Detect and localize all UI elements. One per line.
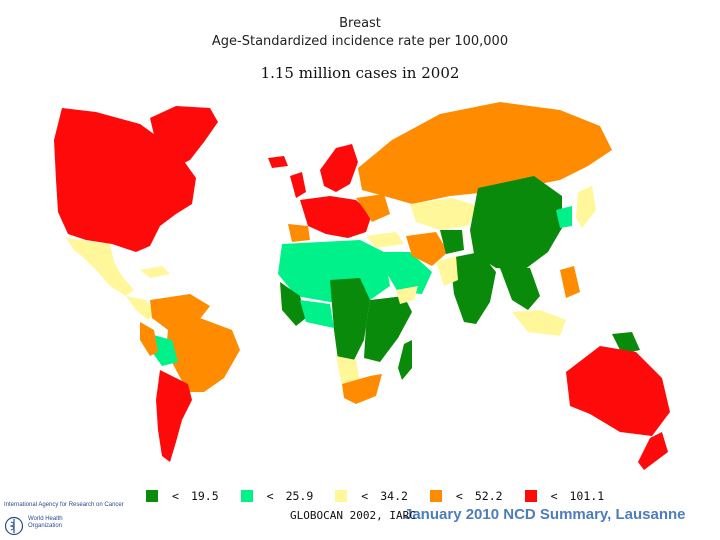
region-uk	[290, 172, 306, 198]
region-iceland	[268, 156, 288, 168]
region-pakistan	[436, 256, 458, 286]
region-western-europe	[300, 196, 372, 238]
region-bolivia	[150, 334, 178, 366]
legend-swatch	[524, 490, 537, 502]
region-mexico	[66, 238, 134, 296]
region-india	[450, 252, 496, 324]
event-banner: January 2010 NCD Summary, Lausanne	[404, 506, 686, 523]
cases-caption: 1.15 million cases in 2002	[260, 64, 460, 82]
who-logo-text: World Health Organization	[28, 516, 63, 529]
region-korea	[556, 206, 572, 228]
legend-item: < 34.2	[335, 489, 408, 503]
region-new-zealand	[638, 432, 668, 470]
legend-symbol: <	[172, 489, 179, 503]
region-australia	[566, 346, 670, 436]
legend-swatch	[429, 490, 442, 502]
region-japan	[576, 186, 596, 228]
legend-symbol: <	[550, 489, 558, 503]
region-scandinavia	[320, 144, 358, 192]
region-kazakhstan	[410, 198, 478, 230]
legend-item: < 52.2	[429, 489, 503, 503]
region-iberia	[288, 224, 310, 242]
map-title: Breast	[339, 16, 381, 31]
region-png	[612, 332, 640, 354]
legend-item: < 25.9	[240, 489, 314, 503]
map-subtitle: Age-Standardized incidence rate per 100,…	[211, 34, 509, 49]
region-china	[470, 176, 562, 270]
legend-item: < 101.1	[524, 489, 605, 503]
region-west-africa	[280, 282, 306, 326]
region-north-america	[54, 108, 196, 252]
region-horn-africa	[396, 286, 418, 304]
region-central-africa	[330, 278, 370, 364]
region-eastern-europe	[356, 194, 390, 222]
region-east-africa	[364, 296, 412, 362]
legend-value: 34.2	[380, 489, 408, 503]
legend-swatch	[240, 490, 253, 502]
region-cuba	[140, 266, 170, 278]
who-emblem-icon	[4, 516, 24, 536]
legend-value: 101.1	[569, 489, 605, 503]
region-southeast-asia	[500, 268, 540, 310]
data-source: GLOBOCAN 2002, IARC	[290, 509, 416, 522]
region-russia	[358, 102, 612, 204]
map-legend: < 19.5 < 25.9 < 34.2 < 52.2 < 101.1	[146, 489, 626, 503]
region-central-america	[126, 296, 156, 320]
region-brazil	[166, 318, 240, 392]
legend-swatch	[335, 490, 348, 502]
region-iran	[406, 232, 448, 266]
legend-value: 19.5	[190, 489, 219, 503]
legend-value: 25.9	[285, 489, 314, 503]
legend-symbol: <	[455, 489, 463, 503]
iarc-logo-text: International Agency for Research on Can…	[4, 502, 124, 508]
region-afghanistan	[440, 230, 464, 254]
region-argentina-chile	[156, 370, 192, 462]
legend-symbol: <	[266, 489, 274, 503]
region-sahel	[300, 300, 334, 328]
region-arabia	[382, 252, 432, 294]
legend-item: < 19.5	[146, 489, 219, 503]
region-turkey	[366, 232, 404, 248]
legend-swatch	[146, 490, 158, 502]
region-southern-africa	[342, 374, 382, 404]
region-angola	[336, 356, 360, 386]
region-philippines	[560, 266, 580, 298]
legend-value: 52.2	[474, 489, 503, 503]
region-madagascar	[398, 340, 412, 380]
region-peru	[140, 322, 158, 356]
region-indonesia	[512, 310, 566, 336]
legend-symbol: <	[361, 489, 369, 503]
